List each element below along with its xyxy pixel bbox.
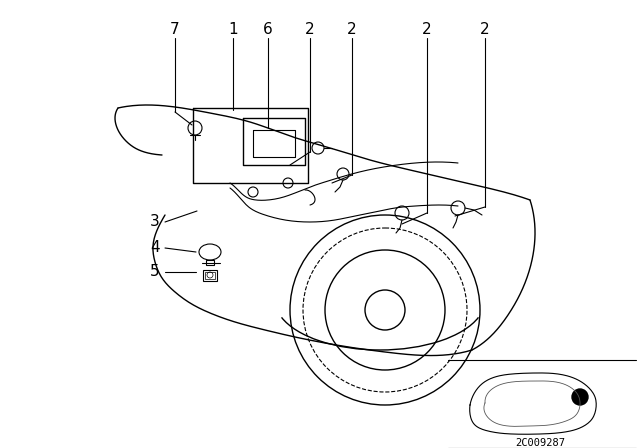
Text: 7: 7 bbox=[170, 22, 180, 38]
Text: 2C009287: 2C009287 bbox=[515, 438, 565, 448]
Bar bbox=[206, 260, 214, 265]
Text: 1: 1 bbox=[228, 22, 238, 38]
Bar bbox=[203, 270, 217, 281]
Text: 2: 2 bbox=[305, 22, 315, 38]
Bar bbox=[205, 272, 215, 279]
Text: 4: 4 bbox=[150, 241, 160, 255]
Text: 2: 2 bbox=[480, 22, 490, 38]
Text: 3: 3 bbox=[150, 215, 160, 229]
Text: 2: 2 bbox=[422, 22, 432, 38]
Text: 5: 5 bbox=[150, 264, 160, 280]
Text: 2: 2 bbox=[347, 22, 357, 38]
Circle shape bbox=[572, 389, 588, 405]
Text: 6: 6 bbox=[263, 22, 273, 38]
